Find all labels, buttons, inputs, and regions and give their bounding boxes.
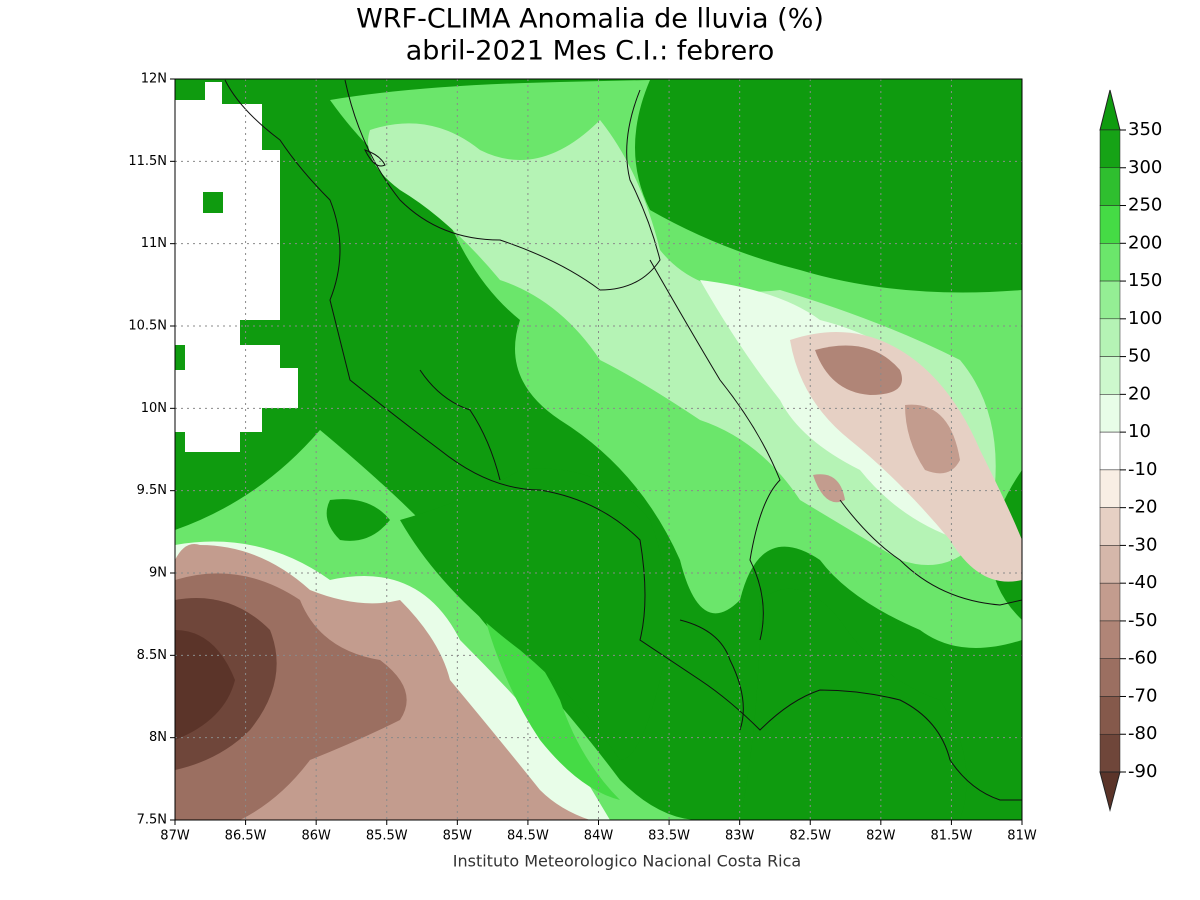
colorbar-label: 300 (1128, 157, 1162, 178)
lat-label: 9N (149, 566, 167, 581)
title-line-2: abril-2021 Mes C.I.: febrero (406, 36, 774, 67)
coastlines (224, 79, 1022, 801)
colorbar-label: 150 (1128, 270, 1162, 291)
lon-label: 87W (160, 829, 190, 844)
colorbar-label: -30 (1128, 534, 1157, 555)
colorbar-box (1099, 356, 1121, 395)
lon-label: 86W (301, 829, 331, 844)
colorbar-box (1099, 280, 1121, 320)
lon-label: 81.5W (931, 829, 973, 844)
colorbar-box (1099, 545, 1121, 584)
lon-label: 85W (443, 829, 473, 844)
colorbar-box (1099, 469, 1121, 508)
colorbar-label: 50 (1128, 346, 1151, 367)
colorbar-label: 200 (1128, 232, 1162, 253)
lat-label: 8.5N (137, 648, 167, 663)
lon-label: 83.5W (648, 829, 690, 844)
colorbar-label: -20 (1128, 497, 1157, 518)
map-frame (174, 78, 1023, 821)
lon-label: 81W (1007, 829, 1037, 844)
lat-label: 11.5N (128, 154, 167, 169)
colorbar-box (1099, 658, 1121, 697)
colorbar-box (1099, 507, 1121, 546)
lat-label: 9.5N (137, 483, 167, 498)
lon-label: 84.5W (507, 829, 549, 844)
lon-label: 82W (866, 829, 896, 844)
lon-label: 84W (584, 829, 614, 844)
colorbar-label: -10 (1128, 459, 1157, 480)
colorbar-label: -90 (1128, 761, 1157, 782)
colorbar-label: 250 (1128, 195, 1162, 216)
colorbar-label: 10 (1128, 421, 1151, 442)
anomaly-field (175, 79, 1022, 820)
lat-label: 11N (141, 236, 167, 251)
colorbar-box (1099, 167, 1121, 206)
colorbar-box (1099, 431, 1121, 471)
axes: 87W 86.5W 86W 85.5W 85W 84.5W 84W 83.5W 83W 82.5W… (128, 72, 1037, 844)
colorbar-box (1099, 394, 1121, 433)
lon-label: 82.5W (789, 829, 831, 844)
lat-label: 12N (141, 72, 167, 87)
colorbar-box (1099, 129, 1121, 169)
lat-label: 10N (141, 401, 167, 416)
colorbar-label: -40 (1128, 572, 1157, 593)
credit: Instituto Meteorologico Nacional Costa R… (453, 852, 801, 871)
title-line-1: WRF-CLIMA Anomalia de lluvia (%) (356, 4, 824, 35)
colorbar-label: 350 (1128, 119, 1162, 140)
lat-label: 8N (149, 730, 167, 745)
colorbar-box (1099, 696, 1121, 735)
colorbar-label: -60 (1128, 648, 1157, 669)
colorbar-box (1099, 733, 1121, 773)
colorbar-box (1099, 205, 1121, 244)
colorbar-arrow-top (1099, 89, 1121, 131)
lon-label: 83W (725, 829, 755, 844)
colorbar-arrow-bottom (1099, 771, 1121, 812)
colorbar-box (1099, 318, 1121, 357)
colorbar-label: -70 (1128, 685, 1157, 706)
colorbar: 350 300 250 200 150 100 50 20 10 -10 -20 -30 -40 -50 -… (1099, 89, 1162, 812)
colorbar-label: 100 (1128, 308, 1162, 329)
colorbar-label: -80 (1128, 723, 1157, 744)
lon-label: 86.5W (225, 829, 267, 844)
lat-label: 7.5N (137, 813, 167, 828)
colorbar-label: 20 (1128, 383, 1151, 404)
lat-label: 10.5N (128, 319, 167, 334)
colorbar-label: -50 (1128, 610, 1157, 631)
colorbar-box (1099, 620, 1121, 659)
colorbar-box (1099, 582, 1121, 622)
lon-label: 85.5W (366, 829, 408, 844)
colorbar-box (1099, 243, 1121, 282)
